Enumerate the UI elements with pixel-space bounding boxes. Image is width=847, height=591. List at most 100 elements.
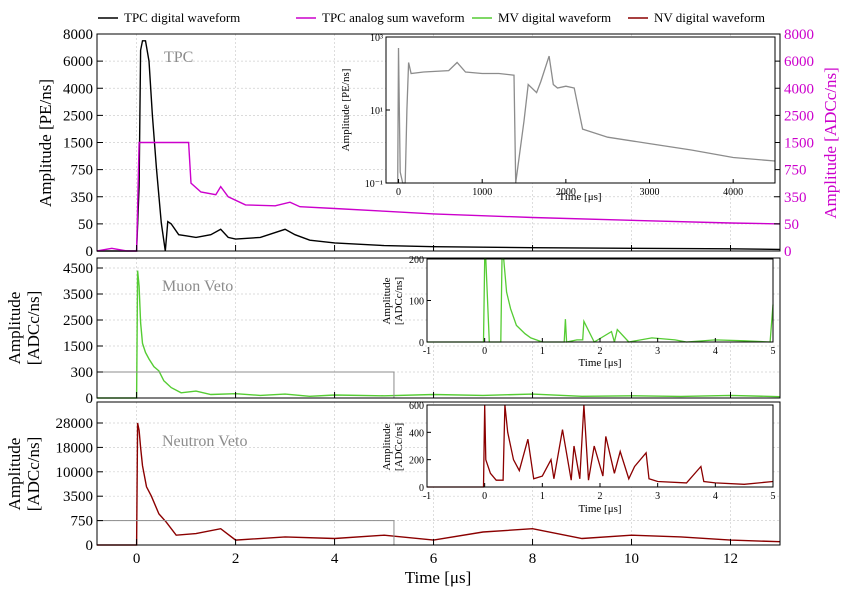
y-tick-label: 300	[71, 365, 94, 381]
legend: TPC digital waveform TPC analog sum wave…	[98, 10, 765, 25]
panel-mv-ylabel-text: Amplitude	[5, 292, 24, 365]
inset-mv-ylabel-text: Amplitude	[381, 277, 393, 324]
x-axis-label: Time [μs]	[405, 568, 472, 587]
inset-x-tick-label: 5	[771, 491, 776, 502]
inset-x-tick-label: 4	[713, 346, 718, 357]
inset-x-tick-label: 3	[655, 491, 660, 502]
y-tick-label: 8000	[63, 27, 93, 43]
inset-nv-ylabel-text: Amplitude	[381, 423, 393, 470]
inset-y-tick-label: 10¹	[370, 106, 383, 117]
x-tick-label: 2	[232, 551, 240, 567]
inset-x-tick-label: 2	[598, 346, 603, 357]
y2-tick-label: 350	[784, 190, 807, 206]
x-tick-label: 8	[529, 551, 537, 567]
y-tick-label: 350	[71, 190, 94, 206]
inset-nv-ylabel-text-line2: [ADCc/ns]	[393, 423, 405, 471]
series-nv-digital-waveform	[97, 422, 781, 546]
inset-tpc-xlabel: Time [μs]	[558, 191, 601, 203]
inset-x-tick-label: 2000	[556, 187, 576, 198]
x-tick-label: 10	[624, 551, 639, 567]
inset-x-tick-label: 4	[713, 491, 718, 502]
y2-tick-label: 50	[784, 217, 799, 233]
y2-tick-label: 1500	[784, 136, 814, 152]
inset-x-tick-label: 0	[482, 346, 487, 357]
inset-x-tick-label: 3	[655, 346, 660, 357]
inset-x-tick-label: -1	[423, 491, 431, 502]
panel-nv-frame	[96, 401, 781, 546]
legend-label-mv: MV digital waveform	[498, 10, 611, 25]
y-tick-label: 4000	[63, 81, 93, 97]
y2-tick-label: 2500	[784, 108, 814, 124]
inset-series	[427, 258, 774, 343]
panel-nv-ylabel: Amplitude[ADCc/ns]	[5, 437, 43, 512]
y-tick-label: 0	[86, 391, 94, 407]
y-tick-label: 2500	[63, 313, 93, 329]
x-axis: 0 2 4 6 8 10 12	[133, 245, 738, 567]
inset-x-tick-label: 4000	[723, 187, 743, 198]
inset-x-tick-label: -1	[423, 346, 431, 357]
inset-tpc: 0 1000 2000 3000 4000 10⁻¹ 10¹ 10³ Time [μs] Am…	[340, 33, 776, 203]
y2-tick-label: 4000	[784, 81, 814, 97]
legend-label-nv: NV digital waveform	[654, 10, 765, 25]
inset-mv-xlabel: Time [μs]	[578, 357, 621, 369]
inset-x-tick-label: 1	[540, 346, 545, 357]
y-tick-label: 750	[71, 514, 94, 530]
series-tpc-analog-sum-waveform	[96, 141, 781, 252]
y-tick-label: 28000	[56, 416, 94, 432]
inset-y-tick-label: 10³	[370, 33, 383, 44]
inset-x-tick-label: 0	[482, 491, 487, 502]
panel-nv-ylabel-text-line2: [ADCc/ns]	[24, 437, 43, 512]
y2-tick-label: 750	[784, 163, 807, 179]
inset-y-tick-label: 100	[409, 297, 424, 308]
inset-y-tick-label: 0	[419, 483, 424, 494]
panel-tpc-y2label: Amplitude [ADCc/ns]	[821, 67, 840, 219]
y-tick-label: 0	[86, 244, 94, 260]
inset-y-tick-label: 400	[409, 428, 424, 439]
panel-mv-label: Muon Veto	[162, 278, 233, 295]
inset-nv-ylabel: Amplitude[ADCc/ns]	[381, 423, 405, 471]
inset-nv-xlabel: Time [μs]	[578, 503, 621, 515]
panel-nv-label: Neutron Veto	[162, 433, 247, 450]
y-tick-label: 750	[71, 163, 94, 179]
inset-mv-ylabel-text-line2: [ADCc/ns]	[393, 277, 405, 325]
x-tick-label: 4	[331, 551, 339, 567]
inset-x-tick-label: 0	[396, 187, 401, 198]
inset-x-tick-label: 2	[598, 491, 603, 502]
legend-label-tpc-sum: TPC analog sum waveform	[322, 10, 465, 25]
x-tick-label: 6	[430, 551, 438, 567]
inset-x-tick-label: 3000	[640, 187, 660, 198]
y-tick-label: 3500	[63, 287, 93, 303]
series-tpc-digital-waveform	[97, 40, 781, 252]
inset-tpc-ylabel: Amplitude [PE/ns]	[340, 69, 352, 152]
inset-x-tick-label: 1	[540, 491, 545, 502]
inset-series	[386, 47, 776, 184]
y-tick-label: 2500	[63, 108, 93, 124]
panel-mv-ylabel: Amplitude[ADCc/ns]	[5, 291, 43, 366]
inset-x-tick-label: 5	[771, 346, 776, 357]
inset-mv-ylabel: Amplitude[ADCc/ns]	[381, 277, 405, 325]
y2-tick-label: 8000	[784, 27, 814, 43]
legend-label-tpc: TPC digital waveform	[124, 10, 240, 25]
y-tick-label: 0	[86, 538, 94, 554]
panel-mv-ylabel-text-line2: [ADCc/ns]	[24, 291, 43, 366]
inset-y-tick-label: 200	[409, 255, 424, 266]
series-mv-digital-waveform	[97, 270, 781, 399]
x-tick-label: 0	[133, 551, 141, 567]
inset-y-tick-label: 600	[409, 401, 424, 412]
inset-y-tick-label: 0	[419, 338, 424, 349]
inset-series	[427, 404, 774, 488]
y2-tick-label: 0	[784, 244, 792, 260]
inset-y-tick-label: 10⁻¹	[365, 179, 383, 190]
panel-nv-ylabel-text: Amplitude	[5, 438, 24, 511]
y-tick-label: 3500	[63, 489, 93, 505]
x-tick-label: 12	[723, 551, 738, 567]
panel-tpc: 0 50 350 750 1500 2500 4000 6000 8000 0 50 350 750 1…	[36, 27, 840, 260]
zoom-box-nv	[96, 520, 395, 546]
inset-x-tick-label: 1000	[472, 187, 492, 198]
y-tick-label: 50	[78, 217, 93, 233]
panel-mv-frame	[96, 257, 781, 399]
